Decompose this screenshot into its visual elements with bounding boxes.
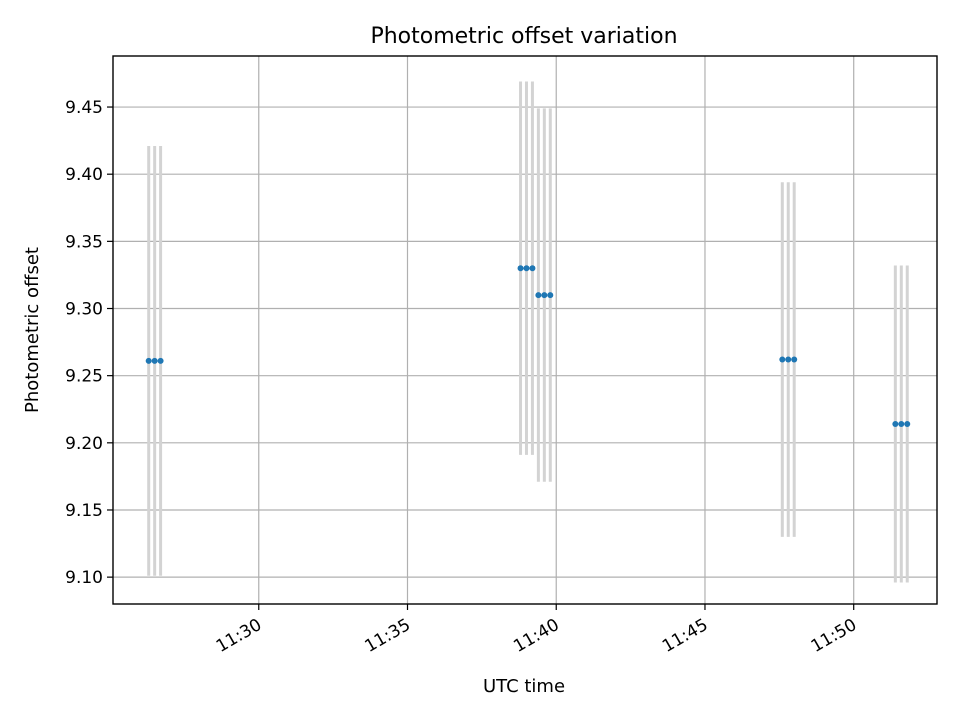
y-tick-label: 9.45 [65,98,103,118]
x-tick-label: 11:35 [362,615,414,657]
chart-title: Photometric offset variation [370,24,677,49]
plot-area-frame [112,55,938,605]
error-bars [147,81,909,583]
x-tick-label: 11:45 [659,615,711,657]
data-point [157,357,164,364]
y-tick-label: 9.25 [65,367,103,387]
data-point [151,357,158,364]
data-point [547,292,554,299]
data-point [785,356,792,363]
data-point [898,421,905,428]
y-tick-label: 9.35 [65,232,103,252]
data-point [529,265,536,272]
x-axis-label: UTC time [483,676,565,697]
y-axis-label: Photometric offset [22,247,43,413]
data-point [517,265,524,272]
data-point [541,292,548,299]
data-point [523,265,530,272]
x-tick-label: 11:30 [213,615,265,657]
y-tick-label: 9.15 [65,501,103,521]
data-point [535,292,542,299]
data-points [145,265,911,428]
y-tick-label: 9.10 [65,568,103,588]
y-tick-label: 9.30 [65,300,103,320]
data-point [779,356,786,363]
data-point [145,357,152,364]
x-tick-label: 11:40 [510,615,562,657]
y-tick-label: 9.20 [65,434,103,454]
axis-ticks: 11:30 11:35 11:40 11:45 11:50 9.10 9.15 9.20 9.2… [65,98,860,657]
data-point [791,356,798,363]
data-point [892,421,899,428]
x-tick-label: 11:50 [808,615,860,657]
data-point [904,421,911,428]
y-tick-label: 9.40 [65,165,103,185]
